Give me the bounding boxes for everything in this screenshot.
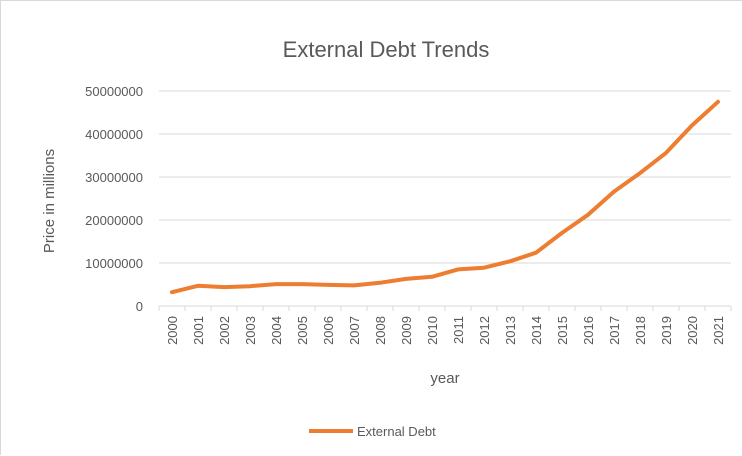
data-point <box>378 281 382 285</box>
y-axis-ticks: 0 10000000 20000000 30000000 40000000 5000000… <box>85 84 143 314</box>
x-tick-label: 2007 <box>347 316 362 345</box>
x-tick-label: 2014 <box>529 316 544 345</box>
x-tick-label: 2018 <box>633 316 648 345</box>
x-tick-label: 2004 <box>269 316 284 345</box>
x-tick-label: 2012 <box>477 316 492 345</box>
x-tick-label: 2015 <box>555 316 570 345</box>
x-tick-label: 2016 <box>581 316 596 345</box>
x-tick-label: 2017 <box>607 316 622 345</box>
x-tick-label: 2003 <box>243 316 258 345</box>
data-point <box>560 231 564 235</box>
data-point <box>508 259 512 263</box>
legend-label: External Debt <box>357 424 436 439</box>
y-tick-label: 30000000 <box>85 170 143 185</box>
data-point <box>534 251 538 255</box>
x-tick-label: 2020 <box>685 316 700 345</box>
x-tick-label: 2011 <box>451 316 466 344</box>
data-point <box>430 275 434 279</box>
x-tick-label: 2021 <box>711 316 726 345</box>
data-point <box>170 290 174 294</box>
data-point <box>404 277 408 281</box>
x-tick-label: 2019 <box>659 316 674 345</box>
data-point <box>456 267 460 271</box>
data-point <box>248 284 252 288</box>
y-tick-label: 50000000 <box>85 84 143 99</box>
gridlines <box>159 90 731 307</box>
x-tick-label: 2006 <box>321 316 336 345</box>
y-axis-title: Price in millions <box>41 149 58 253</box>
x-tick-label: 2008 <box>373 316 388 345</box>
x-tick-label: 2005 <box>295 316 310 345</box>
data-point <box>586 213 590 217</box>
y-tick-label: 0 <box>136 299 143 314</box>
x-tick-label: 2013 <box>503 316 518 345</box>
x-tick-label: 2002 <box>217 316 232 345</box>
series-group <box>170 99 720 295</box>
chart-title: External Debt Trends <box>283 37 490 62</box>
series-line <box>170 99 720 295</box>
data-point <box>326 283 330 287</box>
x-axis-ticks: 2000 2001 2002 2003 2004 2005 2006 2007 2008 2009… <box>158 306 732 345</box>
data-point <box>612 190 616 194</box>
data-point <box>300 282 304 286</box>
x-tick-label: 2010 <box>425 316 440 345</box>
y-tick-label: 20000000 <box>85 213 143 228</box>
data-point <box>352 283 356 287</box>
data-point <box>222 285 226 289</box>
y-tick-label: 40000000 <box>85 127 143 142</box>
data-point <box>664 151 668 155</box>
x-tick-label: 2000 <box>165 316 180 345</box>
legend: External Debt <box>309 424 436 439</box>
x-tick-label: 2009 <box>399 316 414 345</box>
data-point <box>196 284 200 288</box>
x-tick-label: 2001 <box>191 316 206 345</box>
data-point <box>716 100 720 104</box>
data-point <box>482 266 486 270</box>
data-point <box>690 123 694 127</box>
x-axis-title: year <box>430 370 459 387</box>
data-point <box>274 282 278 286</box>
y-tick-label: 10000000 <box>85 256 143 271</box>
data-point <box>638 171 642 175</box>
